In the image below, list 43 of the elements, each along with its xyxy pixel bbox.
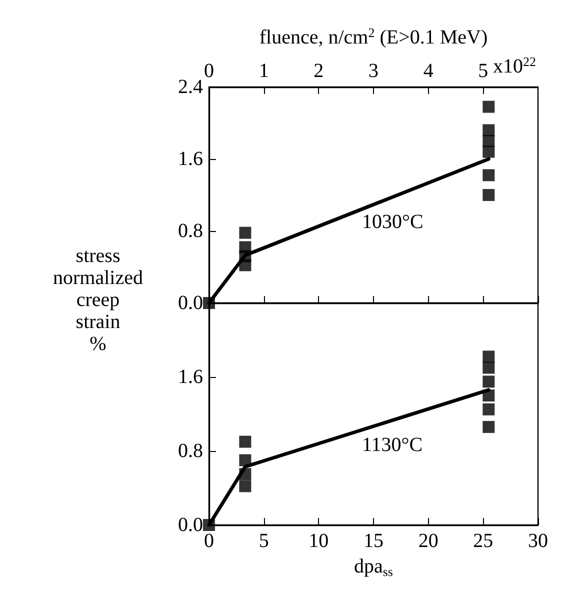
y-axis-title: stress normalized creep strain % <box>53 245 143 355</box>
x2-tick-label: 5 <box>478 60 488 82</box>
point <box>239 480 252 492</box>
point <box>239 259 252 272</box>
y-tick-label: 0.8 <box>178 220 203 242</box>
point <box>482 169 495 182</box>
point <box>482 376 495 388</box>
y-tick-label: 0.8 <box>178 440 203 462</box>
point <box>239 454 252 466</box>
x-tick-label: 10 <box>308 530 329 552</box>
x-tick-label: 15 <box>364 530 384 552</box>
x-tick-label: 25 <box>473 530 494 552</box>
y-tick-label: 0.0 <box>178 514 203 536</box>
point <box>482 420 495 433</box>
point <box>203 297 215 309</box>
x2-tick-label: 2 <box>314 60 324 82</box>
point <box>482 350 495 363</box>
x-tick-label: 20 <box>418 530 438 552</box>
x-tick-label: 0 <box>204 530 214 552</box>
y-tick-label: 1.6 <box>178 148 203 170</box>
point <box>482 135 495 147</box>
point <box>239 226 252 239</box>
x2-tick-label: 3 <box>368 60 378 82</box>
point <box>482 362 495 374</box>
point <box>482 124 495 136</box>
point <box>482 403 495 416</box>
point <box>482 390 495 402</box>
x2-tick-label: 0 <box>204 60 214 82</box>
point <box>482 189 495 201</box>
point <box>203 519 215 531</box>
annotation: 1030°C <box>362 211 424 233</box>
y-tick-label: 1.6 <box>178 366 203 388</box>
point <box>239 436 252 448</box>
x2-tick-label: 1 <box>258 60 269 82</box>
point <box>482 100 495 113</box>
x2-tick-label: 4 <box>423 60 434 82</box>
x-tick-label: 30 <box>528 530 548 552</box>
y-tick-label: 0.0 <box>178 292 203 314</box>
point <box>239 468 252 480</box>
annotation: 1130°C <box>362 434 423 456</box>
y-tick-label: 2.4 <box>178 76 203 98</box>
x-tick-label: 5 <box>258 530 269 552</box>
point <box>482 146 495 158</box>
